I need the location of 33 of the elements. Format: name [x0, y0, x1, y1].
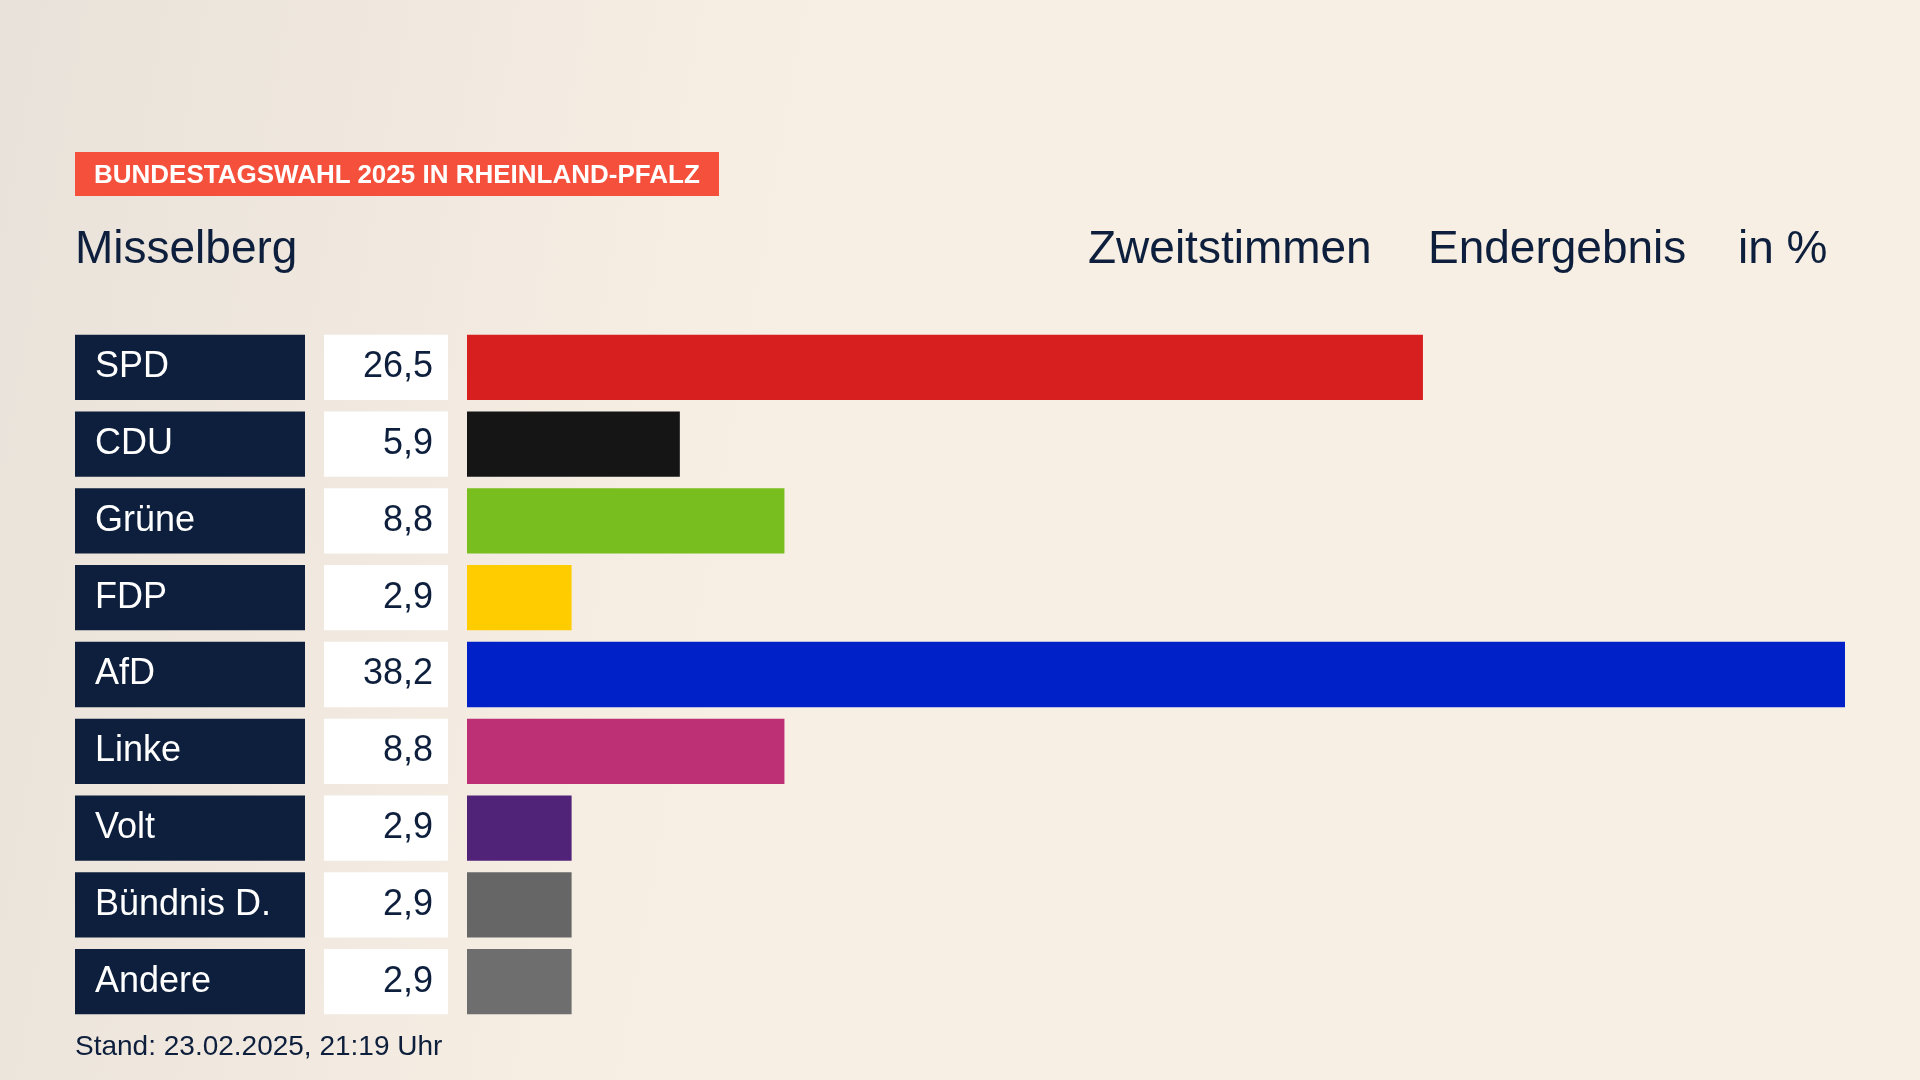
data-label: 2,9 — [382, 958, 433, 1000]
data-label: 2,9 — [382, 881, 433, 923]
bar — [467, 488, 785, 554]
data-label: 2,9 — [382, 574, 433, 616]
bar — [467, 334, 1423, 401]
data-label: 38,2 — [362, 651, 433, 693]
bar — [467, 872, 572, 938]
bar — [467, 565, 572, 631]
text: Stand: 23.02.2025, 21:19 Uhr — [75, 1030, 443, 1062]
text: Endergebnis — [1428, 220, 1687, 274]
data-label: 26,5 — [362, 344, 433, 386]
y-tick-label: Linke — [95, 728, 182, 770]
text: in % — [1738, 220, 1828, 274]
data-label: 8,8 — [382, 728, 433, 770]
bar — [467, 948, 572, 1015]
bar — [467, 411, 680, 477]
bar — [467, 718, 785, 784]
y-tick-label: FDP — [95, 574, 167, 616]
y-tick-label: Grüne — [95, 497, 196, 539]
y-tick-label: CDU — [95, 421, 173, 463]
y-tick-label: SPD — [95, 344, 170, 386]
chart-title: Misselberg — [75, 220, 298, 274]
chart-subtitle: BUNDESTAGSWAHL 2025 IN RHEINLAND-PFALZ — [75, 152, 719, 196]
y-tick-label: Andere — [95, 958, 212, 1000]
y-tick-label: Bündnis D. — [95, 881, 272, 923]
bar — [467, 641, 1845, 708]
data-label: 5,9 — [382, 421, 433, 463]
data-label: 2,9 — [382, 804, 433, 846]
text: Zweitstimmen — [1088, 220, 1372, 274]
y-tick-label: AfD — [95, 651, 156, 693]
y-tick-label: Volt — [95, 804, 156, 846]
bar — [467, 795, 572, 861]
data-label: 8,8 — [382, 497, 433, 539]
